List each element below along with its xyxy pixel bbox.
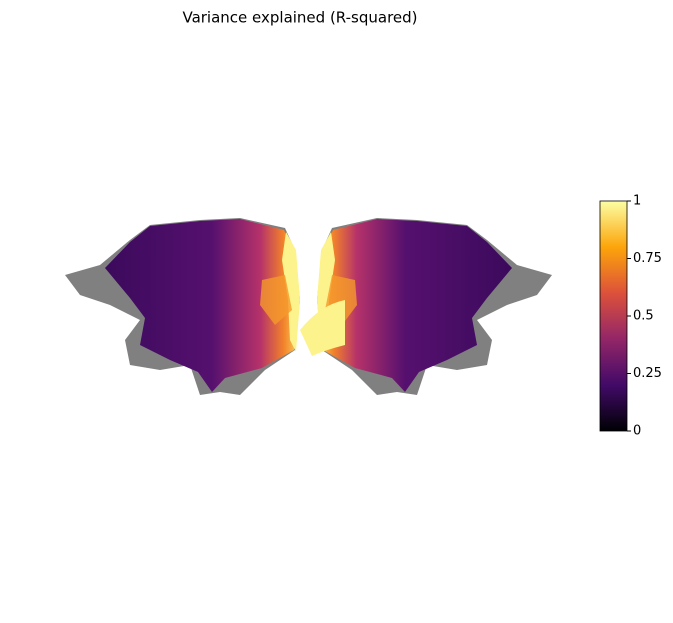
colorbar-ticks: 0 0.25 0.5 0.75 1	[627, 194, 662, 439]
left-hemisphere	[65, 218, 300, 395]
colorbar-tick-label: 0.25	[633, 366, 662, 381]
right-hemisphere	[317, 218, 552, 395]
chart-title: Variance explained (R-squared)	[182, 9, 417, 27]
colorbar-tick-label: 1	[633, 194, 641, 209]
colorbar	[599, 200, 628, 432]
colorbar-tick-label: 0.75	[633, 251, 662, 266]
midline-patch	[300, 300, 345, 356]
colorbar-tick-label: 0.5	[633, 309, 654, 324]
colorbar-tick-label: 0	[633, 424, 641, 439]
